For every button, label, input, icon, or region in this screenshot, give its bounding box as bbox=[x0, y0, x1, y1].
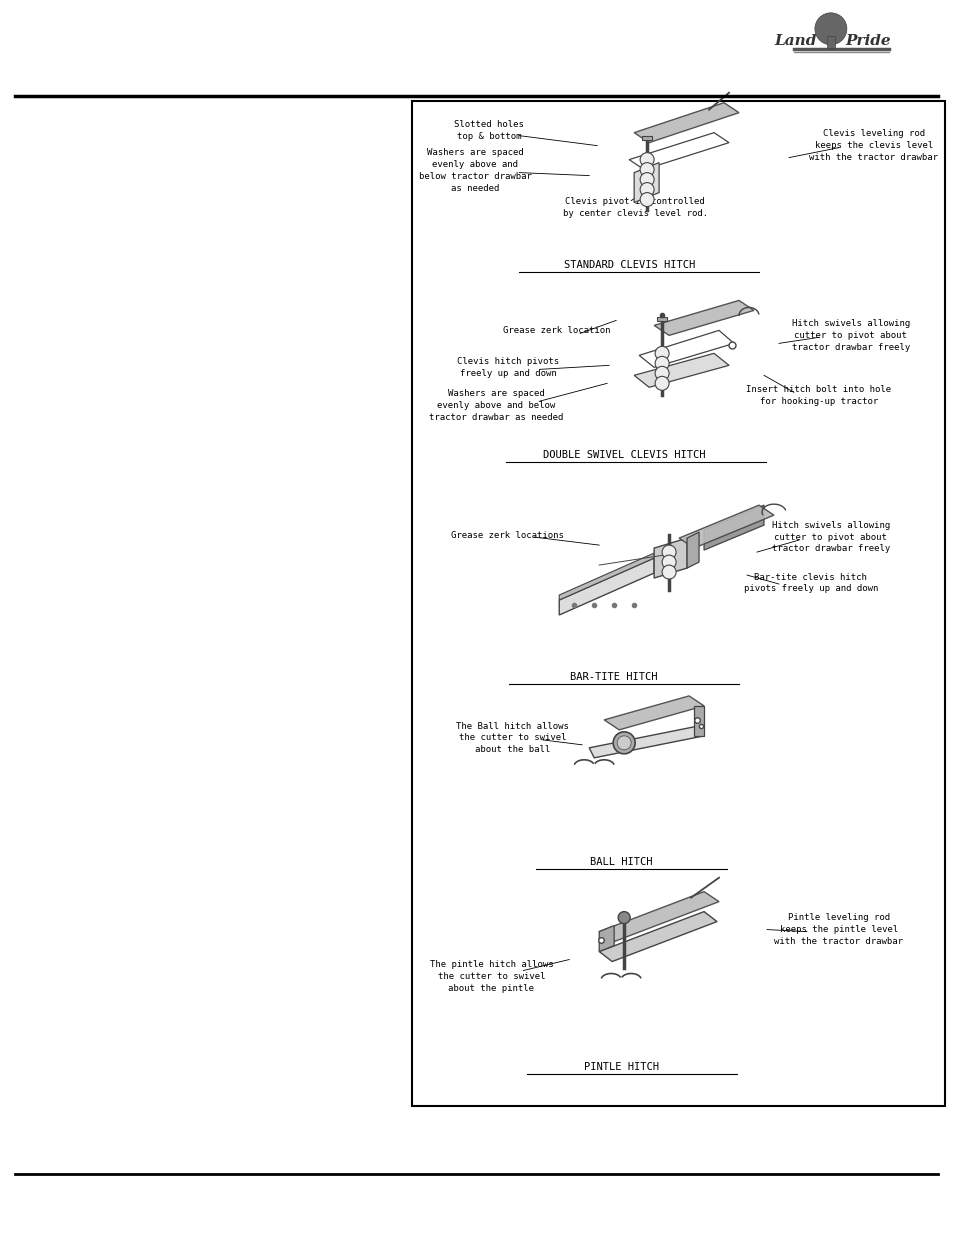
Polygon shape bbox=[598, 911, 717, 962]
Text: Pride: Pride bbox=[844, 33, 889, 48]
Circle shape bbox=[639, 173, 654, 186]
Text: Insert hitch bolt into hole
for hooking-up tractor: Insert hitch bolt into hole for hooking-… bbox=[745, 385, 890, 406]
Circle shape bbox=[639, 153, 654, 167]
Circle shape bbox=[617, 736, 631, 750]
Polygon shape bbox=[654, 300, 753, 336]
Polygon shape bbox=[634, 353, 728, 388]
Circle shape bbox=[639, 183, 654, 196]
Circle shape bbox=[655, 346, 668, 361]
Circle shape bbox=[655, 367, 668, 380]
Polygon shape bbox=[703, 505, 763, 550]
Text: Washers are spaced
evenly above and
below tractor drawbar
as needed: Washers are spaced evenly above and belo… bbox=[418, 148, 531, 193]
Polygon shape bbox=[558, 558, 654, 615]
Polygon shape bbox=[657, 317, 666, 321]
Polygon shape bbox=[634, 103, 739, 142]
Polygon shape bbox=[686, 532, 699, 568]
Circle shape bbox=[661, 566, 676, 579]
Polygon shape bbox=[641, 136, 652, 140]
Text: Hitch swivels allowing
cutter to pivot about
tractor drawbar freely: Hitch swivels allowing cutter to pivot a… bbox=[791, 319, 909, 352]
Text: Clevis leveling rod
keeps the clevis level
with the tractor drawbar: Clevis leveling rod keeps the clevis lev… bbox=[808, 130, 938, 162]
Text: The Ball hitch allows
the cutter to swivel
about the ball: The Ball hitch allows the cutter to swiv… bbox=[456, 721, 568, 755]
Polygon shape bbox=[558, 553, 654, 600]
Polygon shape bbox=[679, 505, 773, 548]
Text: The pintle hitch allows
the cutter to swivel
about the pintle: The pintle hitch allows the cutter to sw… bbox=[429, 961, 553, 993]
Text: Washers are spaced
evenly above and below
tractor drawbar as needed: Washers are spaced evenly above and belo… bbox=[429, 389, 563, 421]
Polygon shape bbox=[634, 163, 659, 203]
Text: PINTLE HITCH: PINTLE HITCH bbox=[583, 1062, 658, 1072]
Text: Bar-tite clevis hitch
pivots freely up and down: Bar-tite clevis hitch pivots freely up a… bbox=[743, 573, 877, 594]
Bar bbox=[826, 36, 834, 48]
Polygon shape bbox=[654, 538, 686, 578]
Circle shape bbox=[639, 163, 654, 177]
Circle shape bbox=[655, 357, 668, 370]
Text: STANDARD CLEVIS HITCH: STANDARD CLEVIS HITCH bbox=[563, 261, 694, 270]
Text: BAR-TITE HITCH: BAR-TITE HITCH bbox=[570, 672, 658, 682]
Polygon shape bbox=[598, 892, 719, 941]
Polygon shape bbox=[598, 925, 614, 951]
Text: Grease zerk location: Grease zerk location bbox=[503, 326, 610, 335]
Text: Hitch swivels allowing
cutter to pivot about
tractor drawbar freely: Hitch swivels allowing cutter to pivot a… bbox=[771, 521, 889, 553]
Text: Clevis pivot is controlled
by center clevis level rod.: Clevis pivot is controlled by center cle… bbox=[562, 198, 707, 217]
Polygon shape bbox=[639, 331, 733, 367]
Circle shape bbox=[613, 732, 635, 753]
Text: DOUBLE SWIVEL CLEVIS HITCH: DOUBLE SWIVEL CLEVIS HITCH bbox=[542, 451, 704, 461]
Polygon shape bbox=[628, 132, 728, 169]
Circle shape bbox=[639, 193, 654, 206]
Polygon shape bbox=[603, 695, 703, 730]
Circle shape bbox=[618, 911, 630, 924]
Text: Slotted holes
top & bottom: Slotted holes top & bottom bbox=[454, 120, 524, 141]
Polygon shape bbox=[694, 706, 703, 736]
Text: Pintle leveling rod
keeps the pintle level
with the tractor drawbar: Pintle leveling rod keeps the pintle lev… bbox=[774, 913, 902, 946]
Circle shape bbox=[655, 377, 668, 390]
Circle shape bbox=[661, 545, 676, 559]
Bar bbox=[412, 101, 943, 1107]
Text: Land: Land bbox=[774, 33, 816, 48]
Circle shape bbox=[661, 555, 676, 569]
Circle shape bbox=[814, 12, 846, 44]
Text: BALL HITCH: BALL HITCH bbox=[589, 857, 652, 867]
Text: Clevis hitch pivots
freely up and down: Clevis hitch pivots freely up and down bbox=[456, 357, 558, 378]
Text: Grease zerk locations: Grease zerk locations bbox=[451, 531, 563, 540]
Polygon shape bbox=[589, 726, 703, 758]
